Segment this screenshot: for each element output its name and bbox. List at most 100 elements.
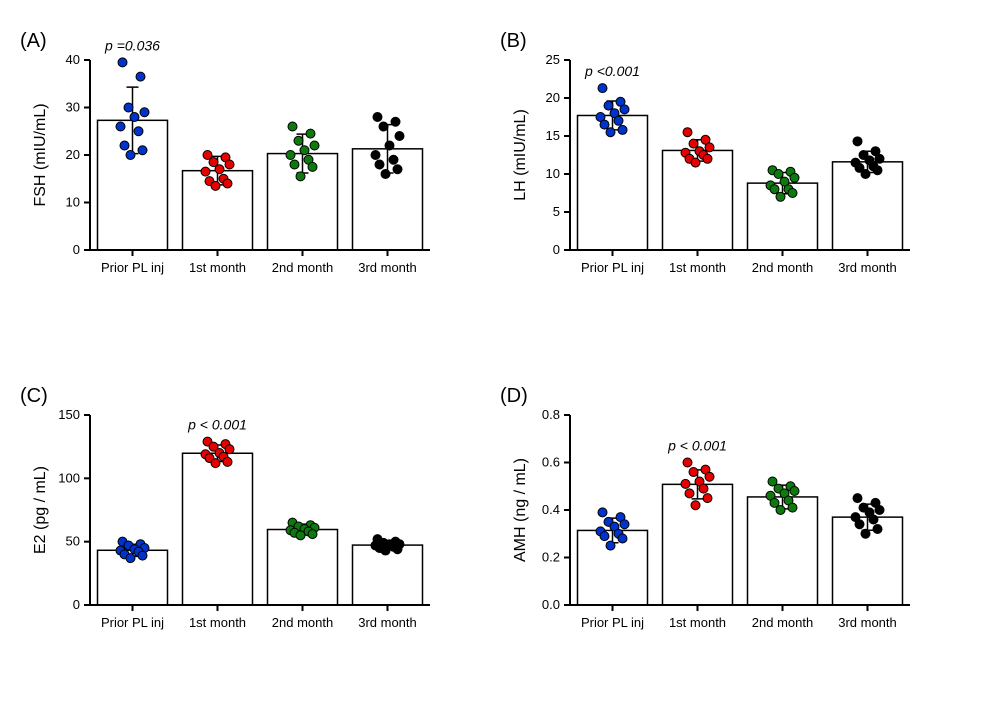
data-point xyxy=(604,101,613,110)
data-point xyxy=(614,116,623,125)
chart-B: 0510152025Prior PL inj1st month2nd month… xyxy=(500,30,920,300)
data-point xyxy=(873,166,882,175)
data-point xyxy=(691,501,700,510)
data-point xyxy=(788,503,797,512)
y-axis-label: FSH (mIU/mL) xyxy=(32,103,49,206)
data-point xyxy=(126,554,135,563)
xtick-label: 1st month xyxy=(669,260,726,275)
data-point xyxy=(790,173,799,182)
data-point xyxy=(853,494,862,503)
data-point xyxy=(598,84,607,93)
data-point xyxy=(699,484,708,493)
data-point xyxy=(393,545,402,554)
ytick-label: 0.0 xyxy=(542,597,560,612)
chart-A: 010203040Prior PL inj1st month2nd month3… xyxy=(20,30,440,300)
data-point xyxy=(861,529,870,538)
data-point xyxy=(875,506,884,515)
chart-D: 0.00.20.40.60.8Prior PL inj1st month2nd … xyxy=(500,385,920,655)
p-value-label: p < 0.001 xyxy=(667,438,727,454)
y-axis-label: E2 (pg / mL) xyxy=(32,466,49,554)
xtick-label: Prior PL inj xyxy=(101,260,164,275)
p-value-label: p < 0.001 xyxy=(187,417,247,433)
data-point xyxy=(381,546,390,555)
data-point xyxy=(600,532,609,541)
data-point xyxy=(770,185,779,194)
data-point xyxy=(685,489,694,498)
data-point xyxy=(308,530,317,539)
data-point xyxy=(683,458,692,467)
p-value-label: p =0.036 xyxy=(104,37,160,53)
xtick-label: Prior PL inj xyxy=(581,615,644,630)
data-point xyxy=(373,113,382,122)
data-point xyxy=(296,531,305,540)
data-point xyxy=(853,137,862,146)
data-point xyxy=(379,122,388,131)
data-point xyxy=(124,103,133,112)
data-point xyxy=(705,143,714,152)
data-point xyxy=(138,551,147,560)
data-point xyxy=(703,494,712,503)
data-point xyxy=(855,520,864,529)
data-point xyxy=(393,165,402,174)
ytick-label: 0 xyxy=(73,597,80,612)
data-point xyxy=(223,179,232,188)
ytick-label: 10 xyxy=(546,166,560,181)
data-point xyxy=(703,154,712,163)
ytick-label: 0.2 xyxy=(542,550,560,565)
data-point xyxy=(136,72,145,81)
data-point xyxy=(389,155,398,164)
data-point xyxy=(290,160,299,169)
bar xyxy=(183,453,253,605)
data-point xyxy=(385,141,394,150)
data-point xyxy=(211,459,220,468)
ytick-label: 0 xyxy=(73,242,80,257)
data-point xyxy=(606,541,615,550)
data-point xyxy=(225,445,234,454)
data-point xyxy=(600,120,609,129)
data-point xyxy=(618,125,627,134)
ytick-label: 10 xyxy=(66,195,80,210)
data-point xyxy=(371,151,380,160)
xtick-label: 3rd month xyxy=(358,615,417,630)
data-point xyxy=(134,127,143,136)
data-point xyxy=(776,506,785,515)
xtick-label: 2nd month xyxy=(272,260,333,275)
xtick-label: 2nd month xyxy=(752,615,813,630)
xtick-label: Prior PL inj xyxy=(101,615,164,630)
data-point xyxy=(294,136,303,145)
data-point xyxy=(300,146,309,155)
bar xyxy=(268,530,338,605)
data-point xyxy=(126,151,135,160)
xtick-label: 1st month xyxy=(189,615,246,630)
data-point xyxy=(286,151,295,160)
data-point xyxy=(225,160,234,169)
ytick-label: 100 xyxy=(58,470,80,485)
xtick-label: 2nd month xyxy=(752,260,813,275)
chart-C: 0 50 100 150 Prior PL inj 1st month 2nd month 3… xyxy=(20,385,440,655)
ytick-label: 0.4 xyxy=(542,502,560,517)
data-point xyxy=(215,165,224,174)
data-point xyxy=(381,170,390,179)
data-point xyxy=(788,189,797,198)
data-point xyxy=(223,457,232,466)
xtick-label: 3rd month xyxy=(838,260,897,275)
data-point xyxy=(130,113,139,122)
y-axis-label: LH (mIU/mL) xyxy=(512,109,529,201)
data-point xyxy=(201,167,210,176)
ytick-label: 20 xyxy=(546,90,560,105)
data-point xyxy=(869,515,878,524)
data-point xyxy=(296,172,305,181)
data-point xyxy=(689,139,698,148)
ytick-label: 150 xyxy=(58,407,80,422)
data-point xyxy=(310,141,319,150)
ytick-label: 50 xyxy=(66,534,80,549)
data-point xyxy=(598,508,607,517)
data-point xyxy=(705,472,714,481)
ytick-label: 5 xyxy=(553,204,560,219)
xtick-label: 2nd month xyxy=(272,615,333,630)
p-value-label: p <0.001 xyxy=(584,63,640,79)
xtick-label: 3rd month xyxy=(358,260,417,275)
xtick-label: 1st month xyxy=(669,615,726,630)
data-point xyxy=(689,468,698,477)
data-point xyxy=(620,105,629,114)
